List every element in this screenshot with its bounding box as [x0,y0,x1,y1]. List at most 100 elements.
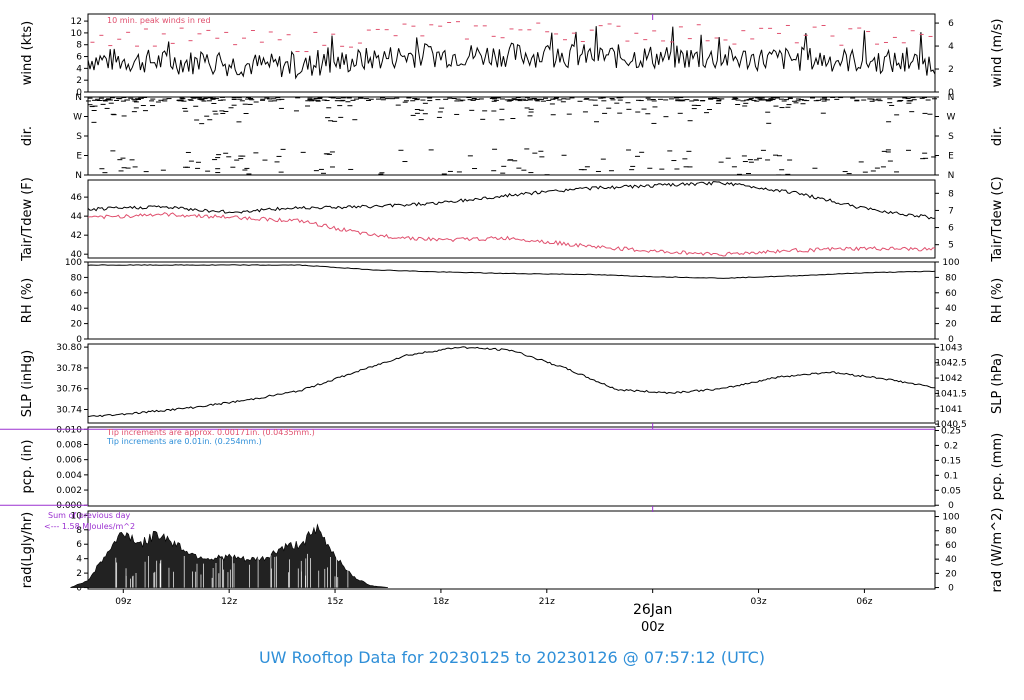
rh-frame [87,261,936,340]
x-axis-tick-label: 21z [539,597,555,607]
pcp-ytick-label-left: 0.002 [56,486,82,496]
dir-ytick-label-left: N [75,93,82,103]
slp-ytick-label-left: 30.78 [56,364,82,374]
date-marker-label: 26Jan [633,602,672,618]
pcp-ytick-label-left: 0.010 [56,425,82,435]
wind-ytick-label-right: 0 [948,88,954,98]
rad-ytick-label-left: 2 [76,569,82,579]
pcp-ytick-label-right: 0.2 [944,441,958,451]
pcp-ytick-label-right: 0.25 [941,426,961,436]
rad-ytick-label-right: 20 [945,569,957,579]
dir-ytick-label-right: S [948,132,954,142]
x-axis-tick-label: 15z [327,597,343,607]
pcp-series-line [0,428,935,506]
pcp-note-tip-approx: Tip increments are approx. 0.00171in. (0… [106,428,315,437]
dir-ytick-label-right: N [948,171,955,181]
rh-ytick-label-right: 80 [945,273,957,283]
wind-ytick-label-right: 4 [948,42,954,52]
rad-ytick-label-right: 80 [945,527,957,537]
rad-ylabel-right: rad (W/m^2) [990,508,1005,593]
dir-ytick-label-left: W [73,113,82,123]
slp-ytick-label-right: 1042 [940,374,963,384]
rh-ytick-label-left: 0 [76,335,82,345]
x-axis-tick-label: 12z [221,597,237,607]
slp-ylabel-left: SLP (inHg) [20,350,35,418]
rad-series-area [70,523,389,588]
dir-ytick-label-right: E [948,152,954,162]
rad-ytick-label-right: 40 [945,555,957,565]
temp-ytick-label-left: 40 [71,250,83,260]
dir-ylabel-right: dir. [990,126,1005,146]
pcp-ytick-label-right: 0.1 [944,471,958,481]
rad-ytick-label-left: 0 [76,584,82,594]
wind-ytick-label-left: 6 [76,53,82,63]
wind-ytick-label-right: 6 [948,19,954,29]
pcp-frame [87,426,936,507]
wind-ytick-label-left: 8 [76,41,82,51]
rh-series-line [87,264,936,279]
wind-ylabel-left: wind (kts) [20,21,35,85]
temp-ytick-label-left: 44 [71,212,83,222]
temp-ylabel-right: Tair/Tdew (C) [990,176,1005,262]
rad-ytick-label-left: 4 [76,555,82,565]
rh-ytick-label-right: 40 [945,304,957,314]
wind-ytick-label-left: 12 [71,17,82,27]
rad-ytick-label-right: 100 [942,513,959,523]
rh-ytick-label-right: 0 [948,335,954,345]
dir-frame [87,96,936,176]
temp-ytick-label-right: 7 [948,206,954,216]
tdew-series-line [87,212,936,257]
rh-ytick-label-right: 100 [942,258,959,268]
x-axis-tick-label: 03z [750,597,766,607]
rad-ytick-label-left: 8 [76,526,82,536]
rad-frame [87,510,936,590]
temp-ytick-label-right: 6 [948,224,954,234]
slp-series-line [87,346,936,418]
x-axis-tick-label: 06z [856,597,872,607]
dir-ytick-label-left: S [76,132,82,142]
temp-ylabel-left: Tair/Tdew (F) [20,177,35,262]
temp-frame [87,179,936,259]
rh-ytick-label-left: 80 [71,273,83,283]
slp-ytick-label-left: 30.80 [56,343,82,353]
slp-ytick-label-right: 1042.5 [935,359,967,369]
rad-ylabel-left: rad(Lgly/hr) [20,512,35,588]
slp-ytick-label-right: 1040.5 [935,420,967,430]
rh-ylabel-left: RH (%) [20,278,35,323]
pcp-ytick-label-right: 0.15 [941,456,961,466]
wind-ytick-label-right: 2 [948,65,954,75]
temp-ytick-label-left: 46 [71,193,83,203]
pcp-note-tip-exact: Tip increments are 0.01in. (0.254mm.) [106,437,262,446]
x-axis-tick-label: 18z [433,597,449,607]
slp-ytick-label-left: 30.76 [56,385,82,395]
rad-ytick-label-right: 0 [948,584,954,594]
x-axis-tick-label: 09z [115,597,131,607]
dir-ytick-label-left: E [76,152,82,162]
dir-ytick-label-left: N [75,171,82,181]
wind-ytick-label-left: 2 [76,76,82,86]
rad-sum-label: Sum of previous day [48,511,130,520]
pcp-ytick-label-left: 0.008 [56,440,82,450]
pcp-ytick-label-left: 0.006 [56,456,82,466]
temp-ytick-label-right: 5 [948,241,954,251]
rad-ytick-label-right: 60 [945,541,957,551]
temp-ytick-label-right: 8 [948,189,954,199]
rh-ytick-label-left: 20 [71,320,83,330]
date-marker-hour-label: 00z [641,620,665,635]
rh-ytick-label-left: 60 [71,289,83,299]
pcp-ytick-label-right: 0 [948,501,954,511]
pcp-ytick-label-left: 0.004 [56,471,82,481]
rad-sum-value: <--- 1.58 MJoules/m^2 [44,522,135,531]
dir-ytick-label-right: W [947,113,956,123]
wind-series-line [87,26,936,80]
rh-ytick-label-right: 60 [945,289,957,299]
temp-ytick-label-left: 42 [71,231,82,241]
pcp-ytick-label-right: 0.05 [941,486,961,496]
pcp-ylabel-right: pcp. (mm) [990,433,1005,500]
wind-ytick-label-left: 0 [76,88,82,98]
wind-annotation: 10 min. peak winds in red [107,16,211,25]
dir-ylabel-left: dir. [20,126,35,146]
chart-title: UW Rooftop Data for 20230125 to 20230126… [258,648,766,667]
tair-series-line [87,181,936,220]
